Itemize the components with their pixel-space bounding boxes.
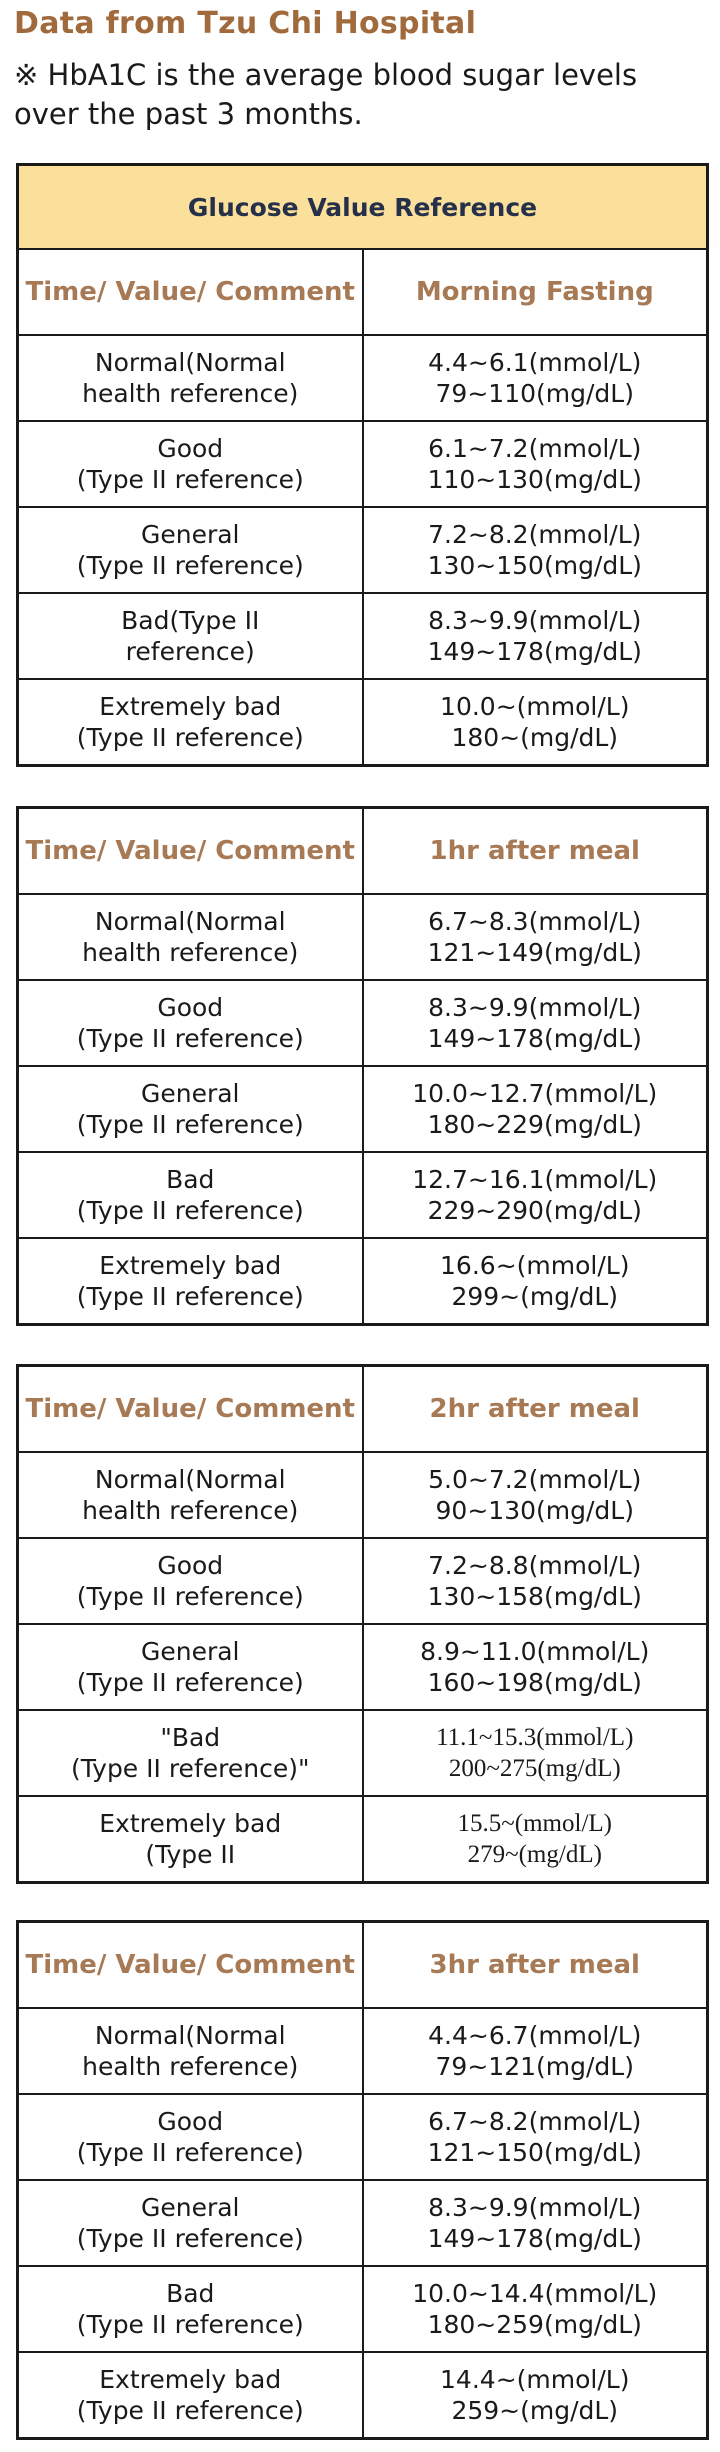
value-cell: 16.6~(mmol/L) 299~(mg/dL) — [361, 1237, 709, 1326]
table-row: General (Type II reference) 7.2~8.2(mmol/… — [16, 506, 709, 594]
table-row: Good (Type II reference) 6.7~8.2(mmol/L) 1… — [16, 2093, 709, 2181]
label-cell: Bad (Type II reference) — [16, 1151, 364, 1239]
label-cell: General (Type II reference) — [16, 1623, 364, 1711]
header-cell-comment: Time/ Value/ Comment — [16, 1920, 364, 2009]
value-cell: 6.7~8.3(mmol/L) 121~149(mg/dL) — [361, 893, 709, 981]
table-row: Bad(Type II reference) 8.3~9.9(mmol/L) 149… — [16, 592, 709, 680]
label-cell: Good (Type II reference) — [16, 1537, 364, 1625]
table-row: Good (Type II reference) 6.1~7.2(mmol/L) 1… — [16, 420, 709, 508]
label-cell: Extremely bad (Type II reference) — [16, 2351, 364, 2440]
value-cell: 12.7~16.1(mmol/L) 229~290(mg/dL) — [361, 1151, 709, 1239]
value-cell: 15.5~(mmol/L) 279~(mg/dL) — [361, 1795, 709, 1884]
table-row: General (Type II reference) 8.3~9.9(mmol/… — [16, 2179, 709, 2267]
table-header-row: Time/ Value/ Comment 1hr after meal — [16, 806, 709, 895]
label-cell: Good (Type II reference) — [16, 979, 364, 1067]
value-cell: 5.0~7.2(mmol/L) 90~130(mg/dL) — [361, 1451, 709, 1539]
header-cell-period: 3hr after meal — [361, 1920, 709, 2009]
label-cell: Normal(Normal health reference) — [16, 1451, 364, 1539]
table-row: Extremely bad (Type II reference) 16.6~(m… — [16, 1237, 709, 1326]
table-row: Normal(Normal health reference) 4.4~6.7(m… — [16, 2007, 709, 2095]
header-cell-period: 2hr after meal — [361, 1364, 709, 1453]
value-cell: 7.2~8.2(mmol/L) 130~150(mg/dL) — [361, 506, 709, 594]
table-row: Good (Type II reference) 7.2~8.8(mmol/L) 1… — [16, 1537, 709, 1625]
value-cell: 11.1~15.3(mmol/L) 200~275(mg/dL) — [361, 1709, 709, 1797]
table-header-row: Time/ Value/ Comment 3hr after meal — [16, 1920, 709, 2009]
page-title: Data from Tzu Chi Hospital — [14, 6, 477, 41]
glucose-table-morning-fasting: Glucose Value Reference Time/ Value/ Com… — [16, 163, 710, 767]
table-row: Normal(Normal health reference) 4.4~6.1(m… — [16, 334, 709, 422]
label-cell: Normal(Normal health reference) — [16, 893, 364, 981]
label-cell: Good (Type II reference) — [16, 2093, 364, 2181]
table-row: Bad (Type II reference) 12.7~16.1(mmol/L)… — [16, 1151, 709, 1239]
value-cell: 8.3~9.9(mmol/L) 149~178(mg/dL) — [361, 979, 709, 1067]
value-cell: 6.1~7.2(mmol/L) 110~130(mg/dL) — [361, 420, 709, 508]
table-row: Extremely bad (Type II reference) 10.0~(m… — [16, 678, 709, 767]
table-row: "Bad (Type II reference)" 11.1~15.3(mmol/… — [16, 1709, 709, 1797]
table-caption-row: Glucose Value Reference — [16, 163, 709, 250]
header-cell-period: Morning Fasting — [361, 248, 709, 336]
label-cell: Bad (Type II reference) — [16, 2265, 364, 2353]
label-cell: Extremely bad (Type II reference) — [16, 1237, 364, 1326]
table-row: General (Type II reference) 10.0~12.7(mmo… — [16, 1065, 709, 1153]
header-cell-period: 1hr after meal — [361, 806, 709, 895]
table-row: Normal(Normal health reference) 5.0~7.2(m… — [16, 1451, 709, 1539]
label-cell: Normal(Normal health reference) — [16, 334, 364, 422]
label-cell: General (Type II reference) — [16, 2179, 364, 2267]
value-cell: 8.9~11.0(mmol/L) 160~198(mg/dL) — [361, 1623, 709, 1711]
value-cell: 10.0~12.7(mmol/L) 180~229(mg/dL) — [361, 1065, 709, 1153]
header-cell-comment: Time/ Value/ Comment — [16, 806, 364, 895]
table-row: General (Type II reference) 8.9~11.0(mmol… — [16, 1623, 709, 1711]
value-cell: 7.2~8.8(mmol/L) 130~158(mg/dL) — [361, 1537, 709, 1625]
value-cell: 8.3~9.9(mmol/L) 149~178(mg/dL) — [361, 2179, 709, 2267]
table-header-row: Time/ Value/ Comment Morning Fasting — [16, 248, 709, 336]
label-cell: General (Type II reference) — [16, 1065, 364, 1153]
table-header-row: Time/ Value/ Comment 2hr after meal — [16, 1364, 709, 1453]
table-row: Extremely bad (Type II 15.5~(mmol/L) 279~(… — [16, 1795, 709, 1884]
value-cell: 14.4~(mmol/L) 259~(mg/dL) — [361, 2351, 709, 2440]
table-caption: Glucose Value Reference — [16, 163, 709, 250]
label-cell: Good (Type II reference) — [16, 420, 364, 508]
label-cell: "Bad (Type II reference)" — [16, 1709, 364, 1797]
hba1c-note: ※ HbA1C is the average blood sugar level… — [14, 58, 638, 131]
table-row: Good (Type II reference) 8.3~9.9(mmol/L) 1… — [16, 979, 709, 1067]
label-cell: Extremely bad (Type II — [16, 1795, 364, 1884]
table-row: Extremely bad (Type II reference) 14.4~(m… — [16, 2351, 709, 2440]
value-cell: 8.3~9.9(mmol/L) 149~178(mg/dL) — [361, 592, 709, 680]
label-cell: General (Type II reference) — [16, 506, 364, 594]
header-cell-comment: Time/ Value/ Comment — [16, 248, 364, 336]
label-cell: Extremely bad (Type II reference) — [16, 678, 364, 767]
value-cell: 4.4~6.1(mmol/L) 79~110(mg/dL) — [361, 334, 709, 422]
glucose-table-1hr-after-meal: Time/ Value/ Comment 1hr after meal Norm… — [16, 806, 709, 1326]
glucose-table-3hr-after-meal: Time/ Value/ Comment 3hr after meal Norm… — [16, 1920, 709, 2440]
table-row: Normal(Normal health reference) 6.7~8.3(m… — [16, 893, 709, 981]
header-cell-comment: Time/ Value/ Comment — [16, 1364, 364, 1453]
value-cell: 10.0~(mmol/L) 180~(mg/dL) — [361, 678, 709, 767]
label-cell: Bad(Type II reference) — [16, 592, 364, 680]
label-cell: Normal(Normal health reference) — [16, 2007, 364, 2095]
glucose-table-2hr-after-meal: Time/ Value/ Comment 2hr after meal Norm… — [16, 1364, 709, 1884]
value-cell: 4.4~6.7(mmol/L) 79~121(mg/dL) — [361, 2007, 709, 2095]
table-row: Bad (Type II reference) 10.0~14.4(mmol/L)… — [16, 2265, 709, 2353]
value-cell: 6.7~8.2(mmol/L) 121~150(mg/dL) — [361, 2093, 709, 2181]
value-cell: 10.0~14.4(mmol/L) 180~259(mg/dL) — [361, 2265, 709, 2353]
